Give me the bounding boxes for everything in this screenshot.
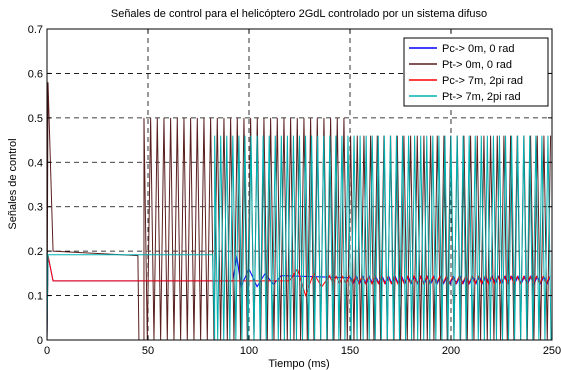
x-tick-label: 250 [543, 345, 561, 357]
axis-ticks: 0 50 100 150 200 250 0 0.1 0.2 0.3 0.4 0.5 0.6 0.7 [28, 24, 561, 357]
y-tick-label: 0.5 [28, 113, 43, 125]
legend-label: Pc-> 7m, 2pi rad [442, 75, 523, 87]
y-tick-label: 0.7 [28, 24, 43, 36]
y-axis-label: Señales de control [7, 138, 19, 229]
y-tick-label: 0.2 [28, 246, 43, 258]
legend-label: Pc-> 0m, 0 rad [442, 43, 514, 55]
series-line-4 [46, 135, 552, 341]
y-tick-label: 0.4 [28, 157, 43, 169]
x-tick-label: 0 [44, 345, 50, 357]
x-tick-label: 50 [142, 345, 154, 357]
y-tick-label: 0.3 [28, 202, 43, 214]
x-tick-label: 100 [240, 345, 258, 357]
legend-label: Pt-> 7m, 2pi rad [442, 91, 521, 103]
legend-label: Pt-> 0m, 0 rad [442, 59, 512, 71]
y-tick-label: 0 [37, 335, 43, 347]
x-axis-label: Tiempo (ms) [268, 358, 329, 370]
plot-frame [46, 28, 553, 341]
x-tick-label: 150 [341, 345, 359, 357]
y-tick-label: 0.1 [28, 291, 43, 303]
series-layer [46, 82, 552, 341]
chart-title: Señales de control para el helicóptero 2… [111, 8, 487, 20]
y-tick-label: 0.6 [28, 68, 43, 80]
legend: Pc-> 0m, 0 rad Pt-> 0m, 0 rad Pc-> 7m, 2pi… [403, 37, 549, 107]
legend-box [403, 37, 549, 107]
x-tick-label: 200 [442, 345, 460, 357]
